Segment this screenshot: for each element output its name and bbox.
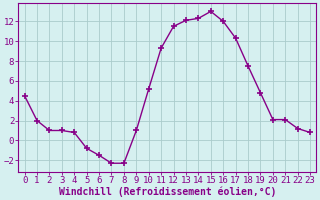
X-axis label: Windchill (Refroidissement éolien,°C): Windchill (Refroidissement éolien,°C) xyxy=(59,186,276,197)
